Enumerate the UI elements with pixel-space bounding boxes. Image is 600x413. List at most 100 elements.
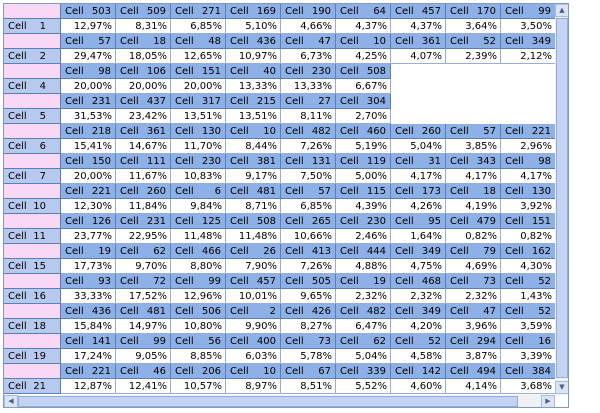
scroll-up[interactable]: ▲: [555, 4, 568, 17]
cell-name: Cell 27: [281, 94, 336, 109]
cell-name: Cell 98: [61, 64, 116, 79]
cell-name: Cell 150: [61, 154, 116, 169]
cell-name: Cell 46: [116, 364, 171, 379]
row-header: Cell 4: [4, 79, 61, 94]
cell-percent: 6,67%: [336, 79, 391, 94]
cell-percent: 4,37%: [391, 19, 446, 34]
cell-name: Cell 52: [501, 274, 555, 289]
cell-name: Cell 457: [391, 4, 446, 19]
cell-percent: 12,30%: [61, 199, 116, 214]
cell-name: Cell 349: [501, 34, 555, 49]
cell-percent: 11,70%: [171, 139, 226, 154]
cell-name: Cell 57: [61, 34, 116, 49]
cell-name: Cell 400: [226, 334, 281, 349]
cell-percent: 8,44%: [226, 139, 281, 154]
cell-percent: 12,65%: [171, 49, 226, 64]
cell-percent: 8,71%: [226, 199, 281, 214]
cell-percent: 1,64%: [391, 229, 446, 244]
scroll-thumb[interactable]: [18, 396, 518, 407]
scroll-thumb[interactable]: [556, 18, 568, 378]
scroll-right[interactable]: ▶: [541, 395, 555, 407]
cell-name: Cell 52: [446, 34, 501, 49]
cell-percent: 8,11%: [281, 109, 336, 124]
cell-name: Cell 16: [501, 334, 555, 349]
cell-name: Cell 18: [446, 184, 501, 199]
cell-percent: 4,30%: [501, 259, 555, 274]
cell-name: Cell 413: [281, 244, 336, 259]
cell-percent: 2,32%: [446, 289, 501, 304]
cell-name: Cell 72: [116, 274, 171, 289]
cell-name: Cell 170: [446, 4, 501, 19]
cell-name: Cell 218: [61, 124, 116, 139]
row-header: Cell 11: [4, 229, 61, 244]
cell-name: Cell 444: [336, 244, 391, 259]
cell-percent: 18,05%: [116, 49, 171, 64]
cell-percent: 6,73%: [281, 49, 336, 64]
cell-name: Cell 18: [116, 34, 171, 49]
vertical-scrollbar[interactable]: ▲ ▼: [555, 4, 568, 395]
cell-name: Cell 48: [171, 34, 226, 49]
cell-name: Cell 141: [61, 334, 116, 349]
cell-name: Cell 106: [116, 64, 171, 79]
cell-percent: 4,19%: [446, 199, 501, 214]
cell-percent: 10,01%: [226, 289, 281, 304]
cell-name: Cell 221: [501, 124, 555, 139]
cell-name: Cell 481: [226, 184, 281, 199]
row-header: Cell 15: [4, 259, 61, 274]
cell-name: Cell 482: [336, 304, 391, 319]
cell-percent: 0,82%: [446, 229, 501, 244]
row-header: Cell 16: [4, 289, 61, 304]
cell-percent: 11,67%: [116, 169, 171, 184]
cell-percent: 13,51%: [171, 109, 226, 124]
row-header-blank: [4, 4, 61, 19]
cell-name: Cell 99: [171, 274, 226, 289]
cell-name: Cell 221: [61, 184, 116, 199]
table: Cell 1 Cell 503 Cell 509 Cell 271 Cell 169 Ce…: [4, 4, 555, 395]
cell-percent: 17,52%: [116, 289, 171, 304]
cell-name: Cell 93: [61, 274, 116, 289]
cell-percent: 20,00%: [61, 79, 116, 94]
cell-percent: 12,87%: [61, 379, 116, 394]
cell-name: Cell 468: [391, 274, 446, 289]
cell-percent: 29,47%: [61, 49, 116, 64]
horizontal-scrollbar[interactable]: ◀ ▶: [4, 395, 555, 407]
cell-name: Cell 73: [446, 274, 501, 289]
cell-percent: 13,33%: [226, 79, 281, 94]
cell-name: Cell 56: [171, 334, 226, 349]
cell-percent: 9,05%: [116, 349, 171, 364]
cell-name: Cell 6: [171, 184, 226, 199]
cell-name: Cell 2: [226, 304, 281, 319]
cell-percent: 3,87%: [446, 349, 501, 364]
cell-percent: 3,68%: [501, 379, 555, 394]
cell-percent: 5,04%: [391, 139, 446, 154]
cell-name: Cell 26: [226, 244, 281, 259]
cell-name: Cell 479: [446, 214, 501, 229]
cell-name: Cell 343: [446, 154, 501, 169]
row-header-blank: [4, 154, 61, 169]
cell-name: Cell 437: [116, 94, 171, 109]
cell-percent: 4,69%: [446, 259, 501, 274]
cell-percent: 15,41%: [61, 139, 116, 154]
cell-name: Cell 19: [336, 274, 391, 289]
cell-name: Cell 506: [171, 304, 226, 319]
cell-name: Cell 169: [226, 4, 281, 19]
cell-percent: 4,17%: [446, 169, 501, 184]
cell-percent: 6,85%: [281, 199, 336, 214]
cell-percent: 22,95%: [116, 229, 171, 244]
row-header: Cell 1: [4, 19, 61, 34]
cell-name: Cell 508: [226, 214, 281, 229]
cell-percent: 4,26%: [391, 199, 446, 214]
cell-percent: 3,50%: [501, 19, 555, 34]
cell-percent: 20,00%: [171, 79, 226, 94]
cell-name: Cell 221: [61, 364, 116, 379]
cell-name: Cell 125: [171, 214, 226, 229]
scroll-left[interactable]: ◀: [4, 395, 18, 407]
cell-percent: 20,00%: [61, 169, 116, 184]
cell-name: Cell 509: [116, 4, 171, 19]
cell-name: Cell 436: [61, 304, 116, 319]
row-header-blank: [4, 94, 61, 109]
cell-percent: 14,67%: [116, 139, 171, 154]
cell-percent: 6,03%: [226, 349, 281, 364]
scroll-down[interactable]: ▼: [555, 381, 568, 394]
cell-percent: 3,64%: [446, 19, 501, 34]
